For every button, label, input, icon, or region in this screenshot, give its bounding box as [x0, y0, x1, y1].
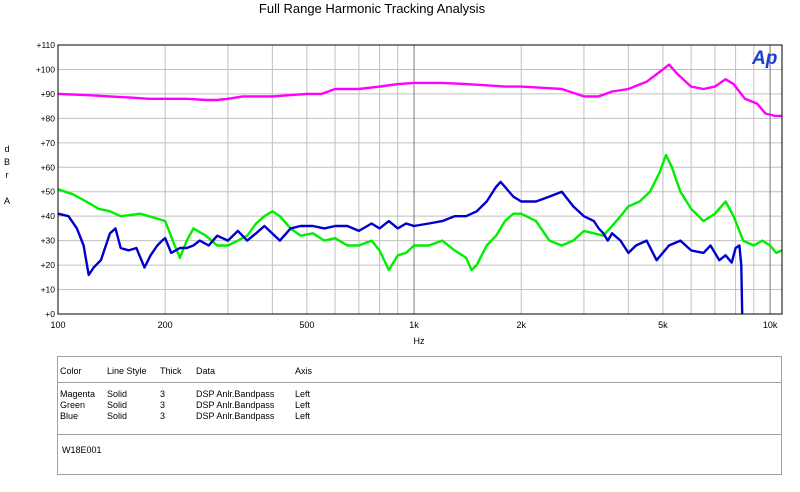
legend-header-line-style: Line Style: [107, 366, 147, 376]
legend-cell: Solid: [107, 400, 128, 410]
series-line-2: [57, 180, 744, 315]
x-tick-label: 2k: [516, 320, 526, 330]
x-tick-label: 200: [158, 320, 173, 330]
legend-header-data: Data: [196, 366, 216, 376]
y-tick-label: +40: [41, 211, 56, 221]
legend-cell: Solid: [107, 389, 128, 399]
plot-frame: [57, 44, 783, 315]
notes-box: W18E001: [57, 434, 782, 475]
legend-cell: 3: [160, 389, 166, 399]
x-tick-label: 1k: [409, 320, 419, 330]
legend-header-row: Color Line Style Thick Data Axis: [58, 357, 781, 383]
legend-cell: DSP Anlr.Bandpass: [196, 389, 275, 399]
legend-header-color: Color: [60, 366, 82, 376]
legend-cell: DSP Anlr.Bandpass: [196, 411, 275, 421]
legend-cell: DSP Anlr.Bandpass: [196, 400, 275, 410]
legend-cell: Green: [60, 400, 86, 410]
legend-cell: Blue: [60, 411, 79, 421]
y-tick-label: +50: [41, 187, 56, 197]
grid: [57, 44, 782, 315]
y-tick-label: +110: [36, 40, 55, 50]
legend-cell: Left: [295, 389, 311, 399]
y-tick-label: +100: [36, 64, 55, 74]
legend-cell: Solid: [107, 411, 128, 421]
series-group: [57, 63, 783, 315]
y-tick-label: +90: [41, 89, 56, 99]
legend-cell: Left: [295, 411, 311, 421]
y-axis-label-char: A: [4, 196, 10, 206]
y-axis-label-char: B: [4, 157, 10, 167]
x-tick-label: 10k: [763, 320, 778, 330]
x-tick-label: 5k: [658, 320, 668, 330]
x-tick-label: 100: [50, 320, 65, 330]
y-tick-label: +20: [41, 260, 56, 270]
x-tick-label: 500: [299, 320, 314, 330]
legend-cell: 3: [160, 411, 166, 421]
x-axis-label: Hz: [414, 336, 425, 346]
y-axis-label-char: r: [6, 170, 9, 180]
y-tick-label: +70: [41, 138, 56, 148]
y-tick-label: +0: [45, 309, 55, 319]
y-tick-label: +10: [41, 285, 56, 295]
y-axis-label-char: d: [4, 144, 9, 154]
y-tick-label: +30: [41, 236, 56, 246]
legend-header-thick: Thick: [160, 366, 182, 376]
x-tick-labels: 100 200 500 1k 2k 5k 10k: [50, 320, 777, 330]
chart-title: Full Range Harmonic Tracking Analysis: [259, 1, 486, 16]
ap-logo: Ap: [751, 48, 777, 69]
series-line-0: [57, 63, 782, 118]
legend-cell: 3: [160, 400, 166, 410]
svg-text:Ap: Ap: [751, 48, 777, 69]
y-tick-label: +80: [41, 113, 56, 123]
note-text: W18E001: [62, 445, 102, 455]
legend-header-axis: Axis: [295, 366, 313, 376]
chart: Full Range Harmonic Tracking Analysis +1…: [4, 1, 783, 346]
legend-cell: Left: [295, 400, 311, 410]
series-line-1: [57, 153, 783, 272]
y-tick-label: +60: [41, 162, 56, 172]
legend-cell: Magenta: [60, 389, 96, 399]
legend-table: Color Line Style Thick Data Axis Magenta…: [57, 356, 782, 435]
y-tick-labels: +110 +100 +90 +80 +70 +60 +50 +40 +30 +20 +10 +0: [36, 40, 55, 319]
y-axis-label: dBr A: [4, 144, 10, 206]
